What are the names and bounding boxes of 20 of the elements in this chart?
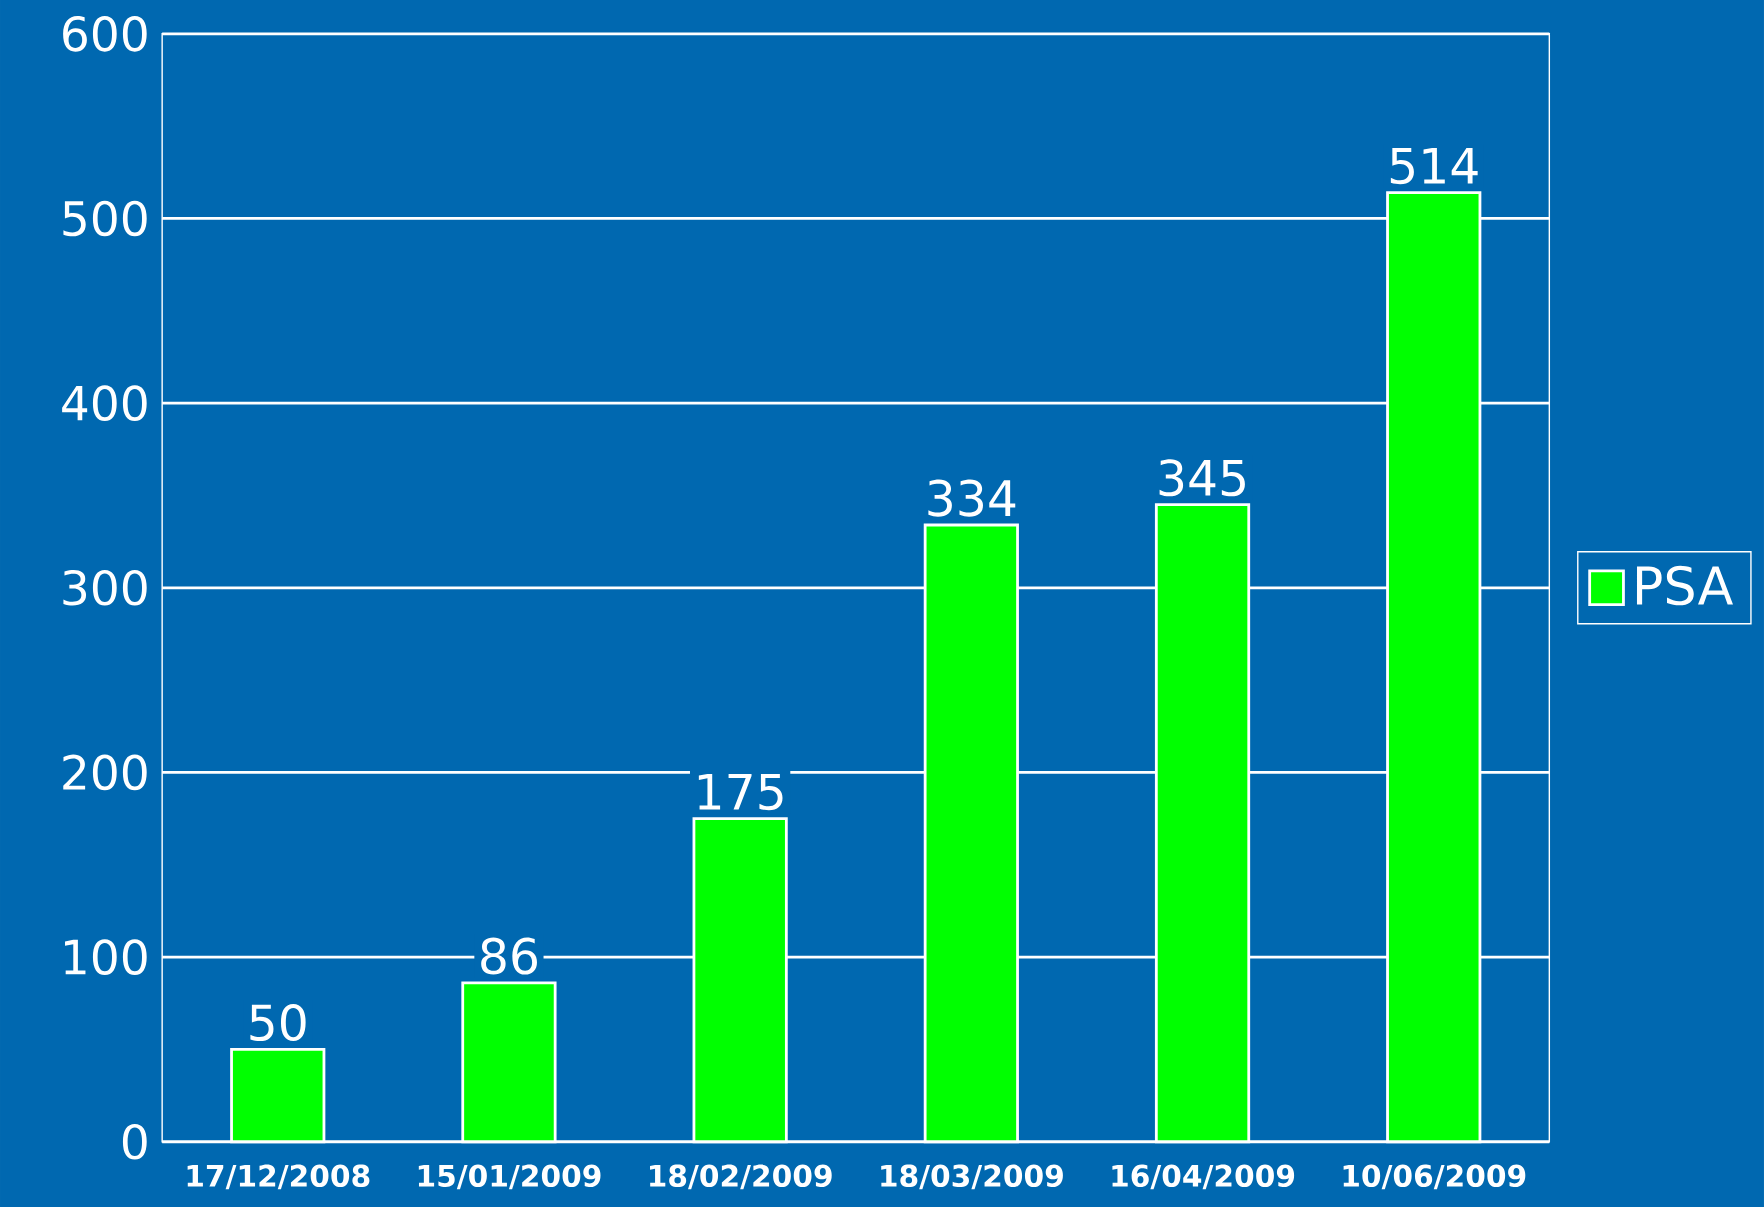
data-label: 50 [250,1003,306,1041]
data-label: 514 [1390,147,1478,185]
x-tick-label: 15/01/2009 [418,1164,601,1190]
x-tick-label: 16/04/2009 [1112,1164,1295,1190]
data-label: 334 [928,479,1016,517]
legend-label: PSA [1636,565,1734,606]
y-tick-label: 0 [122,1123,147,1160]
x-tick-label: 18/03/2009 [881,1164,1063,1190]
x-tick-label: 17/12/2008 [187,1164,370,1190]
y-tick-label: 300 [63,569,147,606]
y-tick-label: 200 [63,754,147,791]
y-tick-label: 100 [65,939,147,975]
data-label: 345 [1159,459,1245,497]
data-label: 86 [481,937,537,975]
data-label: 175 [698,773,783,811]
y-tick-label: 600 [63,15,147,52]
y-tick-label: 400 [62,385,147,421]
x-tick-label: 10/06/2009 [1343,1164,1526,1190]
y-tick-label: 500 [63,200,147,237]
x-tick-label: 18/02/2009 [650,1164,832,1190]
